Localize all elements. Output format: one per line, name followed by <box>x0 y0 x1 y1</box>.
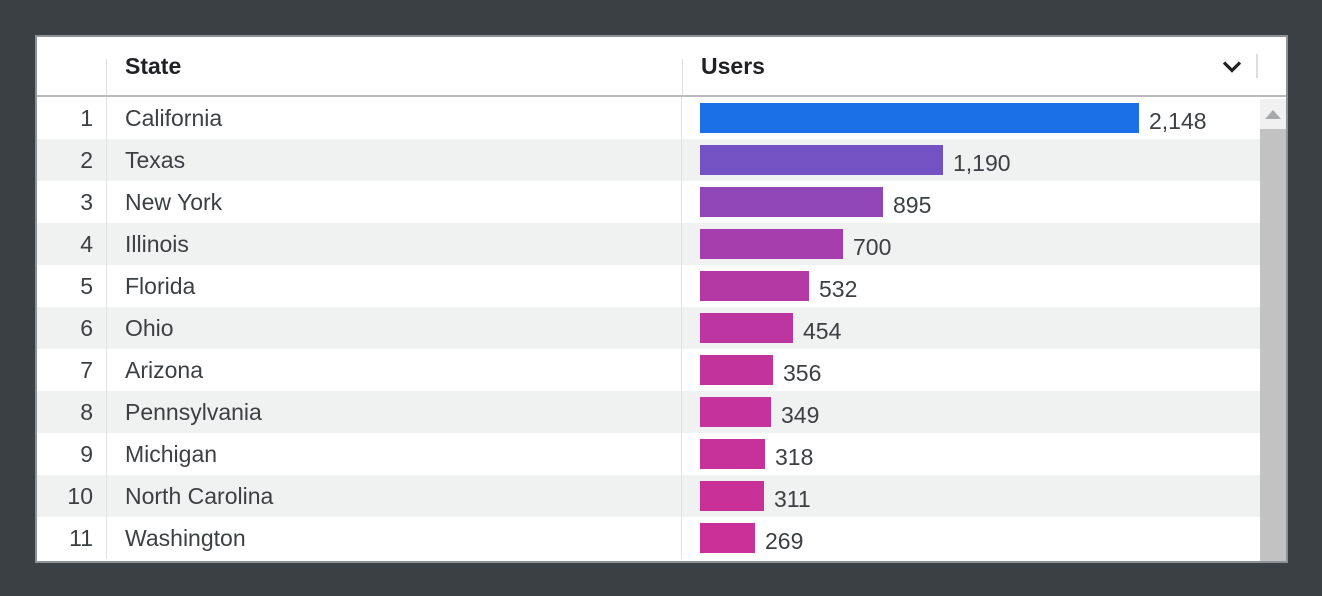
row-value: 454 <box>803 317 842 344</box>
table-row[interactable]: 11 Washington 269 <box>37 517 1286 559</box>
row-users-cell: 356 <box>682 349 1286 391</box>
row-value: 2,148 <box>1149 107 1207 134</box>
row-rank: 8 <box>37 391 107 433</box>
row-rank: 5 <box>37 265 107 307</box>
row-bar <box>700 523 755 553</box>
row-state: Pennsylvania <box>107 391 682 433</box>
row-rank: 6 <box>37 307 107 349</box>
data-table-card: State Users 1 California 2,148 2 Texas 1… <box>35 35 1288 563</box>
row-rank: 2 <box>37 139 107 181</box>
row-bar <box>700 313 793 343</box>
state-column-label: State <box>125 52 182 79</box>
row-bar <box>700 145 943 175</box>
row-bar <box>700 397 771 427</box>
row-bar <box>700 187 883 217</box>
scroll-up-button[interactable] <box>1260 99 1286 129</box>
row-users-cell: 318 <box>682 433 1286 475</box>
table-row[interactable]: 9 Michigan 318 <box>37 433 1286 475</box>
row-users-cell: 1,190 <box>682 139 1286 181</box>
chevron-down-icon[interactable] <box>1221 60 1243 73</box>
row-users-cell: 532 <box>682 265 1286 307</box>
row-state: Florida <box>107 265 682 307</box>
table-row[interactable]: 8 Pennsylvania 349 <box>37 391 1286 433</box>
row-users-cell: 349 <box>682 391 1286 433</box>
row-bar <box>700 271 809 301</box>
table-row[interactable]: 3 New York 895 <box>37 181 1286 223</box>
row-users-cell: 895 <box>682 181 1286 223</box>
row-bar <box>700 439 765 469</box>
rank-column-header <box>37 37 107 95</box>
row-state: North Carolina <box>107 475 682 517</box>
row-state: Ohio <box>107 307 682 349</box>
row-value: 318 <box>775 443 814 470</box>
table-row[interactable]: 5 Florida 532 <box>37 265 1286 307</box>
row-bar <box>700 229 843 259</box>
row-value: 895 <box>893 191 932 218</box>
row-rank: 10 <box>37 475 107 517</box>
row-value: 1,190 <box>953 149 1011 176</box>
row-state: New York <box>107 181 682 223</box>
users-column-header[interactable]: Users <box>683 37 1286 95</box>
row-state: Michigan <box>107 433 682 475</box>
row-rank: 1 <box>37 97 107 139</box>
row-rank: 7 <box>37 349 107 391</box>
table-row[interactable]: 4 Illinois 700 <box>37 223 1286 265</box>
row-state: Washington <box>107 517 682 559</box>
row-value: 269 <box>765 527 804 554</box>
row-state: Arizona <box>107 349 682 391</box>
row-rank: 9 <box>37 433 107 475</box>
table-row[interactable]: 2 Texas 1,190 <box>37 139 1286 181</box>
row-bar <box>700 103 1139 133</box>
row-bar <box>700 481 764 511</box>
row-value: 356 <box>783 359 822 386</box>
table-row[interactable]: 6 Ohio 454 <box>37 307 1286 349</box>
row-users-cell: 311 <box>682 475 1286 517</box>
row-value: 349 <box>781 401 820 428</box>
row-value: 532 <box>819 275 858 302</box>
table-row[interactable]: 1 California 2,148 <box>37 97 1286 139</box>
row-state: Illinois <box>107 223 682 265</box>
row-rank: 3 <box>37 181 107 223</box>
row-value: 700 <box>853 233 892 260</box>
row-rank: 11 <box>37 517 107 559</box>
table-body: 1 California 2,148 2 Texas 1,190 3 New Y… <box>37 97 1286 559</box>
header-divider <box>1256 54 1258 78</box>
table-header: State Users <box>37 37 1286 97</box>
state-column-header[interactable]: State <box>107 37 683 95</box>
row-users-cell: 700 <box>682 223 1286 265</box>
row-state: California <box>107 97 682 139</box>
scrollbar-thumb[interactable] <box>1260 129 1286 561</box>
vertical-scrollbar[interactable] <box>1260 99 1286 561</box>
row-value: 311 <box>774 485 811 512</box>
row-users-cell: 2,148 <box>682 97 1286 139</box>
users-column-label: Users <box>701 52 765 79</box>
triangle-up-icon <box>1265 109 1281 119</box>
row-state: Texas <box>107 139 682 181</box>
table-row[interactable]: 7 Arizona 356 <box>37 349 1286 391</box>
table-row[interactable]: 10 North Carolina 311 <box>37 475 1286 517</box>
row-users-cell: 269 <box>682 517 1286 559</box>
row-users-cell: 454 <box>682 307 1286 349</box>
row-rank: 4 <box>37 223 107 265</box>
row-bar <box>700 355 773 385</box>
